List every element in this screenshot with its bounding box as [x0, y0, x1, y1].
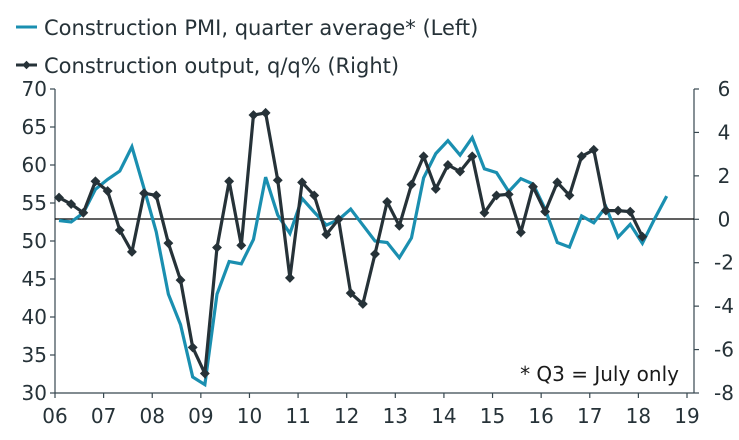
output-point [260, 107, 271, 118]
output-point [321, 229, 332, 240]
output-point [467, 151, 478, 162]
output-point [479, 207, 490, 218]
left-tick-label: 40 [22, 305, 47, 329]
output-point [455, 166, 466, 177]
x-axis-ticks: 06 07 08 09 10 11 12 13 14 15 16 17 18 19 [42, 393, 700, 428]
series-construction-pmi [58, 134, 669, 388]
x-tick-label: 11 [285, 404, 310, 428]
x-tick-label: 07 [91, 404, 116, 428]
output-point [78, 207, 89, 218]
left-tick-label: 30 [22, 381, 47, 405]
output-point [625, 206, 636, 217]
output-point [564, 190, 575, 201]
x-tick-label: 13 [383, 404, 408, 428]
annotation-note: * Q3 = July only [520, 362, 679, 386]
output-point [576, 151, 587, 162]
legend: Construction PMI, quarter average* (Left… [16, 16, 478, 78]
x-tick-label: 09 [188, 404, 213, 428]
output-point [406, 179, 417, 190]
output-point [248, 110, 259, 121]
left-tick-label: 55 [22, 191, 47, 215]
left-tick-label: 50 [22, 229, 47, 253]
output-point [66, 199, 77, 210]
output-point [345, 288, 356, 299]
left-axis-ticks: 70 65 60 55 50 45 40 35 30 [22, 77, 55, 405]
right-axis-ticks: 6 4 2 0 -2 -4 -6 -8 [694, 77, 734, 405]
output-line [58, 111, 644, 380]
output-point [151, 190, 162, 201]
output-point [199, 368, 210, 379]
output-point [163, 238, 174, 249]
output-point [491, 190, 502, 201]
left-tick-label: 65 [22, 115, 47, 139]
output-point [637, 231, 648, 242]
legend-output-label: Construction output, q/q% (Right) [44, 54, 399, 78]
x-tick-label: 18 [626, 404, 651, 428]
legend-output-marker [22, 60, 31, 70]
x-tick-label: 08 [140, 404, 165, 428]
x-tick-label: 14 [431, 404, 456, 428]
output-point [236, 240, 247, 251]
output-point [224, 176, 235, 187]
output-point [297, 177, 308, 188]
x-tick-label: 06 [42, 404, 67, 428]
left-tick-label: 35 [22, 343, 47, 367]
right-tick-label: 0 [718, 207, 731, 231]
output-point [212, 242, 222, 253]
right-tick-label: 2 [718, 164, 731, 188]
left-tick-label: 60 [22, 153, 47, 177]
right-tick-label: -4 [714, 294, 734, 318]
output-point [187, 342, 198, 353]
output-point [126, 246, 137, 257]
output-point [114, 225, 125, 236]
x-tick-label: 19 [674, 404, 699, 428]
output-point [394, 220, 405, 231]
output-point [272, 175, 283, 186]
legend-pmi-label: Construction PMI, quarter average* (Left… [44, 16, 478, 40]
pmi-line [58, 134, 669, 388]
output-point [552, 177, 563, 188]
right-tick-label: -8 [714, 381, 734, 405]
left-tick-label: 70 [22, 77, 47, 101]
left-tick-label: 45 [22, 267, 47, 291]
x-tick-label: 17 [577, 404, 602, 428]
output-point [442, 160, 453, 170]
output-point [600, 205, 611, 216]
output-point [102, 186, 113, 197]
output-point [90, 176, 101, 187]
output-point [309, 190, 320, 201]
output-point [175, 275, 186, 286]
output-point [515, 227, 526, 238]
output-point [528, 181, 538, 192]
output-point [284, 272, 295, 283]
output-point [588, 144, 599, 155]
output-point [382, 196, 393, 207]
right-tick-label: -6 [714, 338, 734, 362]
output-point [139, 188, 150, 199]
series-construction-output [54, 107, 648, 380]
x-tick-label: 10 [237, 404, 262, 428]
x-tick-label: 16 [528, 404, 553, 428]
x-tick-label: 15 [480, 404, 505, 428]
output-point [418, 151, 429, 162]
right-tick-label: 6 [718, 77, 731, 101]
output-point [540, 206, 551, 217]
right-tick-label: -2 [714, 251, 734, 275]
output-point [503, 189, 514, 200]
x-tick-label: 12 [334, 404, 359, 428]
output-point [430, 183, 441, 194]
output-point [54, 192, 64, 203]
output-point [333, 214, 344, 225]
output-point [370, 249, 380, 259]
output-point [613, 205, 624, 216]
right-tick-label: 4 [718, 120, 731, 144]
output-point [357, 299, 368, 309]
